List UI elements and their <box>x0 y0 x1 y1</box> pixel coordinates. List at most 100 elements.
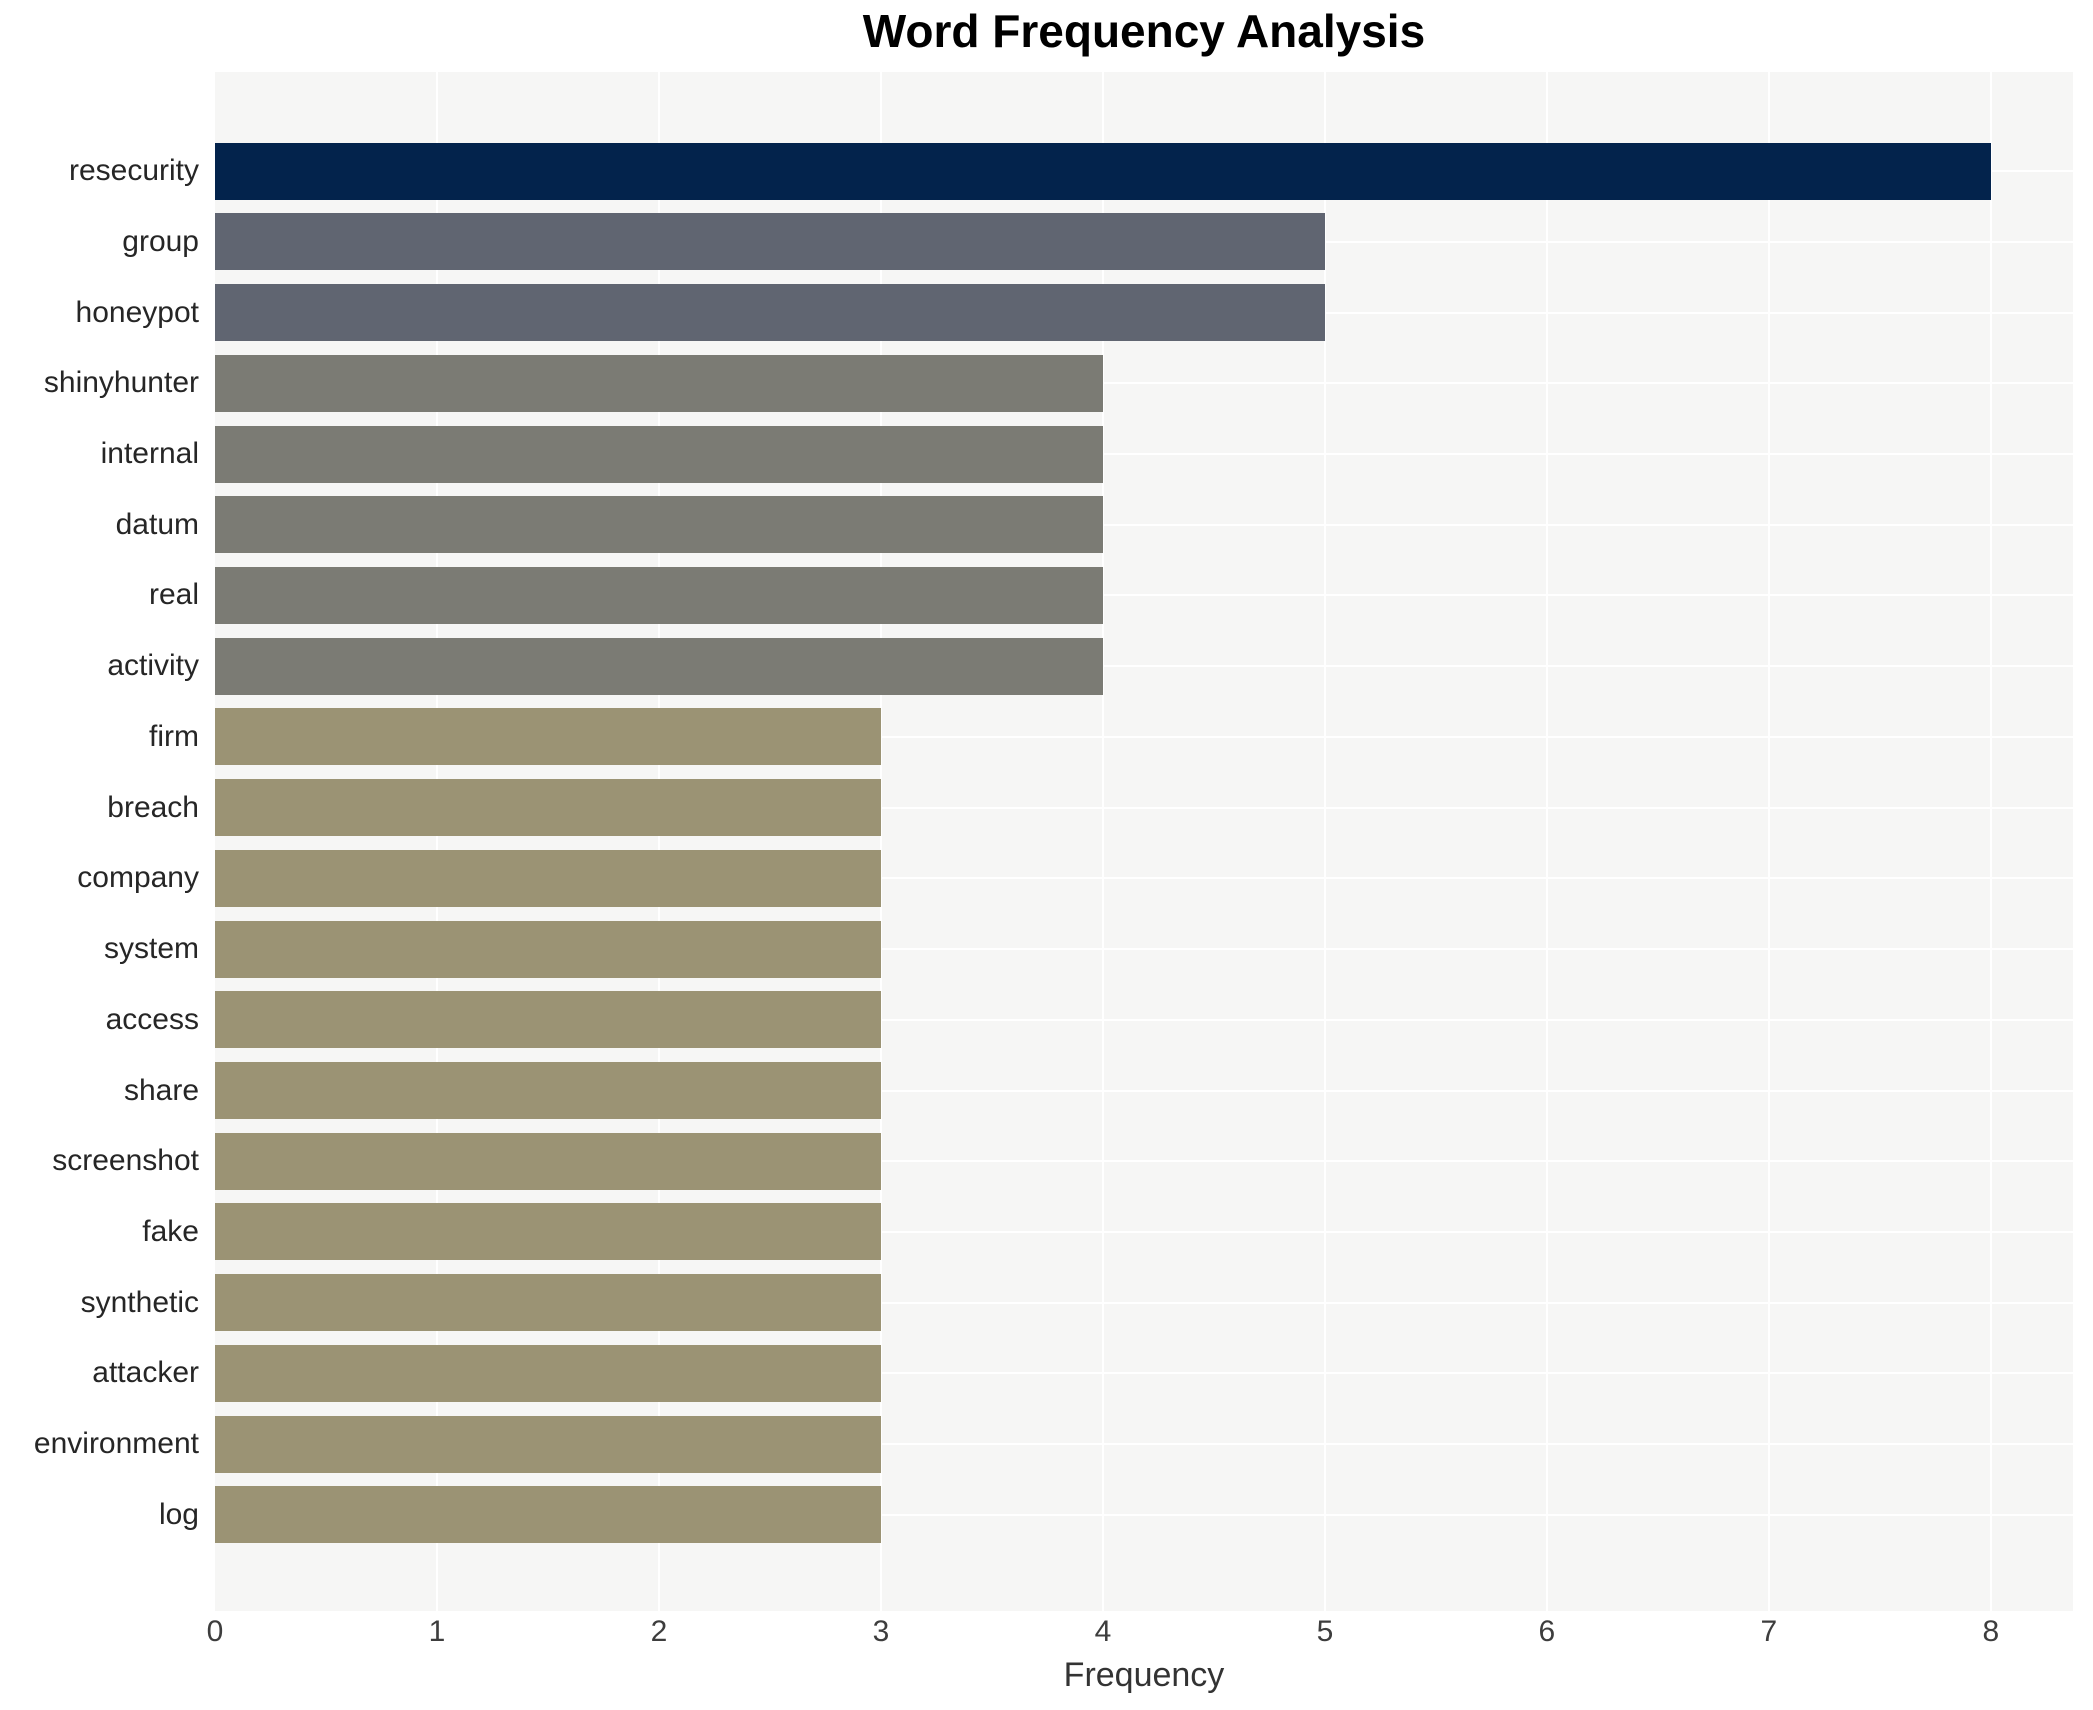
bar-row: system <box>0 914 2093 985</box>
y-axis-category-label: real <box>148 578 199 612</box>
bar-row: group <box>0 207 2093 278</box>
y-axis-category-label: access <box>105 1002 199 1036</box>
bar-row: environment <box>0 1409 2093 1480</box>
bar-cell <box>215 1197 2093 1268</box>
vertical-gridline <box>1989 72 1992 1611</box>
horizontal-gridline <box>215 806 2073 809</box>
y-axis-category-label: synthetic <box>80 1285 199 1319</box>
bar-log <box>215 1486 881 1544</box>
x-tick-label: 1 <box>428 1615 446 1648</box>
bar-cell <box>215 631 2093 702</box>
bar-cell <box>215 984 2093 1055</box>
horizontal-gridline <box>215 1230 2073 1233</box>
bar-cell <box>215 843 2093 914</box>
y-axis-category-label: system <box>103 932 199 966</box>
bar-screenshot <box>215 1132 881 1190</box>
bar-shinyhunter <box>215 354 1103 412</box>
bar-internal <box>215 425 1103 483</box>
bar-row: access <box>0 984 2093 1055</box>
bar-share <box>215 1062 881 1119</box>
horizontal-gridline <box>215 735 2073 738</box>
bar-fake <box>215 1203 881 1261</box>
bar-row: resecurity <box>0 136 2093 207</box>
horizontal-gridline <box>215 1513 2073 1516</box>
bar-group <box>215 213 1325 271</box>
bar-datum <box>215 496 1103 554</box>
bar-row: firm <box>0 702 2093 773</box>
bar-attacker <box>215 1344 881 1402</box>
bar-honeypot <box>215 284 1325 342</box>
y-axis-category-label: log <box>158 1497 199 1531</box>
bar-row: activity <box>0 631 2093 702</box>
bar-cell <box>215 772 2093 843</box>
y-axis-category-label: breach <box>107 790 199 824</box>
bar-row: shinyhunter <box>0 348 2093 419</box>
vertical-gridline <box>1545 72 1548 1611</box>
bar-row: datum <box>0 489 2093 560</box>
y-axis-category-label: fake <box>142 1214 199 1248</box>
vertical-gridline <box>435 72 438 1611</box>
bar-breach <box>215 779 881 837</box>
x-tick-label: 4 <box>1094 1615 1112 1648</box>
bar-cell <box>215 560 2093 631</box>
bar-cell <box>215 1267 2093 1338</box>
y-axis-category-label: firm <box>149 719 199 753</box>
x-tick-label: 5 <box>1316 1615 1334 1648</box>
horizontal-gridline <box>215 382 2073 385</box>
bar-environment <box>215 1415 881 1473</box>
horizontal-gridline <box>215 1018 2073 1021</box>
bar-cell <box>215 489 2093 560</box>
y-axis-category-label: group <box>122 224 199 258</box>
bar-synthetic <box>215 1274 881 1332</box>
bar-cell <box>215 136 2093 207</box>
y-axis-category-label: activity <box>107 649 199 683</box>
x-tick-label: 8 <box>1982 1615 2000 1648</box>
horizontal-gridline <box>215 1160 2073 1163</box>
chart-title: Word Frequency Analysis <box>862 5 1426 57</box>
bar-resecurity <box>215 142 1991 200</box>
y-axis-category-label: internal <box>100 437 199 471</box>
bar-system <box>215 920 881 978</box>
vertical-gridline <box>1767 72 1770 1611</box>
x-tick-label: 2 <box>650 1615 668 1648</box>
horizontal-gridline <box>215 594 2073 597</box>
bar-row: synthetic <box>0 1267 2093 1338</box>
vertical-gridline <box>1101 72 1104 1611</box>
x-tick-label: 6 <box>1538 1615 1556 1648</box>
bar-row: share <box>0 1055 2093 1126</box>
bar-row: screenshot <box>0 1126 2093 1197</box>
bar-row: company <box>0 843 2093 914</box>
horizontal-gridline <box>215 1089 2073 1092</box>
bar-cell <box>215 419 2093 490</box>
bar-firm <box>215 708 881 766</box>
bar-row: log <box>0 1479 2093 1550</box>
horizontal-gridline <box>215 1372 2073 1375</box>
y-axis-category-label: resecurity <box>68 154 199 188</box>
x-axis-ticks: 0 1 2 3 4 5 6 7 8 <box>207 1612 2073 1652</box>
x-tick-label: 7 <box>1760 1615 1778 1648</box>
x-tick-label: 3 <box>872 1615 890 1648</box>
vertical-gridline <box>879 72 882 1611</box>
bar-cell <box>215 1338 2093 1409</box>
vertical-gridline <box>657 72 660 1611</box>
bar-cell <box>215 702 2093 773</box>
bar-cell <box>215 207 2093 278</box>
y-axis-category-label: screenshot <box>52 1144 199 1178</box>
bar-cell <box>215 914 2093 985</box>
y-axis-category-label: company <box>77 861 199 895</box>
bar-row: honeypot <box>0 277 2093 348</box>
x-axis-label: Frequency <box>1063 1656 1225 1694</box>
bar-row: attacker <box>0 1338 2093 1409</box>
horizontal-gridline <box>215 948 2073 951</box>
bar-access <box>215 991 881 1049</box>
y-axis-category-label: shinyhunter <box>43 366 199 400</box>
horizontal-gridline <box>215 1301 2073 1304</box>
horizontal-gridline <box>215 453 2073 456</box>
y-axis-category-label: share <box>123 1073 199 1107</box>
bar-cell <box>215 1126 2093 1197</box>
y-axis-category-label: datum <box>115 507 199 541</box>
y-axis-category-label: honeypot <box>75 295 199 329</box>
y-axis-category-label: attacker <box>92 1356 199 1390</box>
bar-cell <box>215 1409 2093 1480</box>
horizontal-gridline <box>215 877 2073 880</box>
